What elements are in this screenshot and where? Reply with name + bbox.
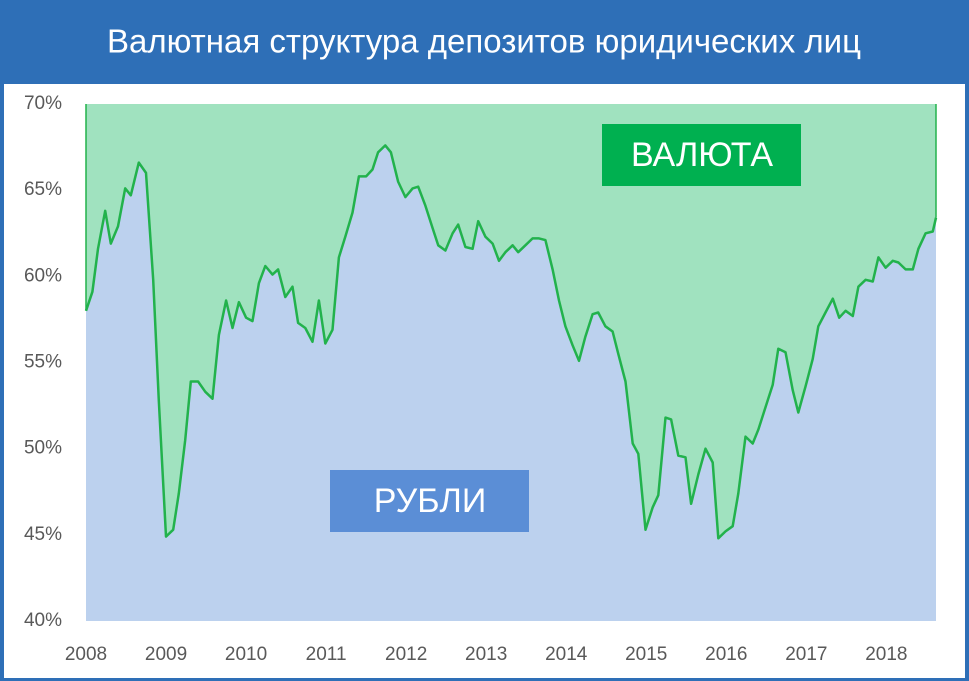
- x-tick-label: 2008: [65, 644, 107, 665]
- y-tick-label: 45%: [24, 524, 62, 545]
- y-tick-label: 70%: [24, 93, 62, 114]
- x-tick-label: 2017: [785, 644, 827, 665]
- y-tick-label: 65%: [24, 179, 62, 200]
- y-tick-label: 50%: [24, 438, 62, 459]
- annotation: ВАЛЮТА: [631, 136, 773, 174]
- y-tick-label: 55%: [24, 352, 62, 373]
- x-tick-label: 2016: [705, 644, 747, 665]
- upper-area: [86, 104, 936, 539]
- x-tick-label: 2009: [145, 644, 187, 665]
- y-tick-label: 60%: [24, 265, 62, 286]
- x-tick-label: 2012: [385, 644, 427, 665]
- annotation-box: [602, 124, 801, 186]
- lower-area: [86, 145, 936, 621]
- y-tick-label: 40%: [24, 610, 62, 631]
- chart-title: Валютная структура депозитов юридических…: [107, 23, 861, 60]
- x-tick-label: 2013: [465, 644, 507, 665]
- x-tick-label: 2015: [625, 644, 667, 665]
- x-tick-label: 2018: [865, 644, 907, 665]
- line: [84, 144, 938, 540]
- x-tick-label: 2014: [545, 644, 588, 665]
- annotation: РУБЛИ: [374, 482, 487, 520]
- x-tick-label: 2010: [225, 644, 267, 665]
- annotation-box: [330, 470, 529, 532]
- x-tick-label: 2011: [306, 644, 347, 665]
